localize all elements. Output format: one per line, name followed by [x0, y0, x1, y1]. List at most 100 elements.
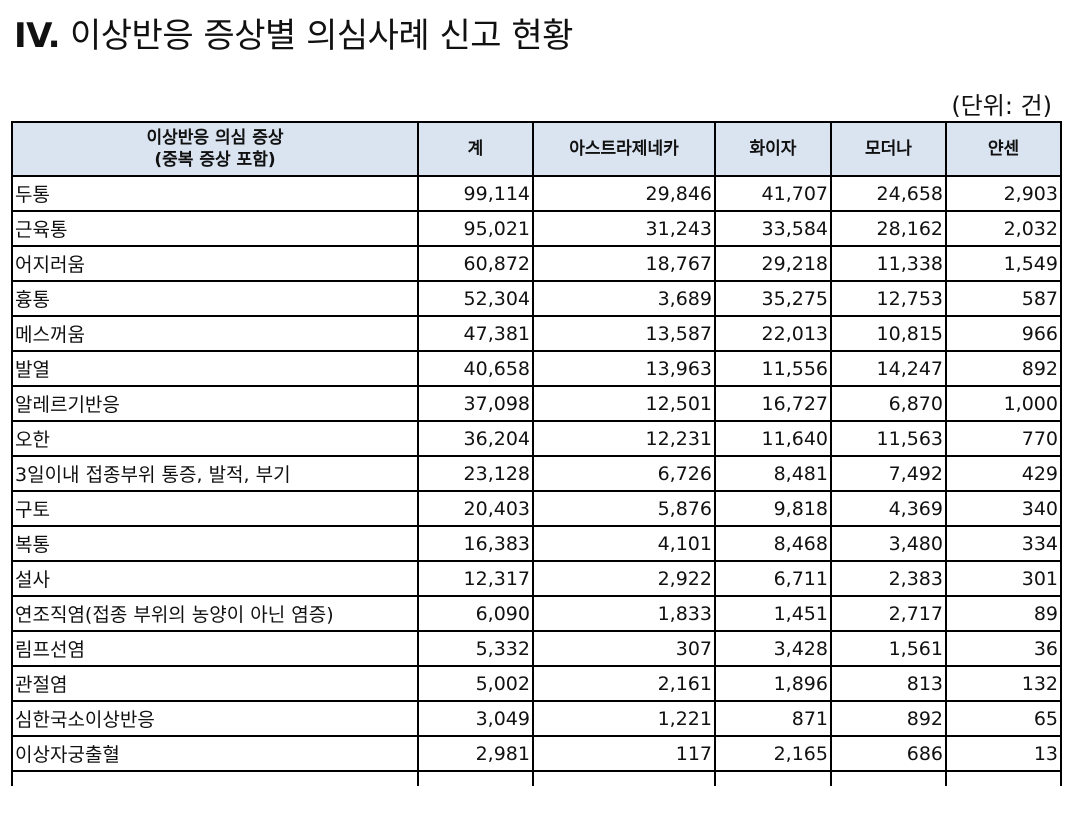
cell-pfizer: 1,451 [714, 595, 832, 632]
cell-symptom: 알레르기반응 [11, 385, 419, 422]
cell-janssen: 13 [945, 735, 1062, 772]
cell-pfizer: 3,428 [714, 630, 832, 667]
cell-pfizer: 871 [714, 700, 832, 737]
cell-moderna: 11,338 [830, 245, 947, 282]
cell-janssen: 770 [945, 420, 1062, 457]
table-row: 설사 12,317 2,922 6,711 2,383 301 [11, 560, 1062, 597]
table-row-partial [11, 770, 1062, 786]
cell-moderna: 6,870 [830, 385, 947, 422]
table-row: 구토 20,403 5,876 9,818 4,369 340 [11, 490, 1062, 527]
cell-moderna: 2,383 [830, 560, 947, 597]
table-row: 근육통 95,021 31,243 33,584 28,162 2,032 [11, 210, 1062, 247]
header-moderna: 모더나 [830, 121, 947, 177]
cell-moderna: 24,658 [830, 175, 947, 212]
cell-total: 37,098 [417, 385, 534, 422]
cell-total: 36,204 [417, 420, 534, 457]
cell-janssen: 1,549 [945, 245, 1062, 282]
cell-symptom: 이상자궁출혈 [11, 735, 419, 772]
cell-pfizer: 6,711 [714, 560, 832, 597]
cell-pfizer: 1,896 [714, 665, 832, 702]
cell-moderna: 686 [830, 735, 947, 772]
table-row: 림프선염 5,332 307 3,428 1,561 36 [11, 630, 1062, 667]
cell-pfizer: 33,584 [714, 210, 832, 247]
cell-astrazeneca: 307 [532, 630, 716, 667]
table-row: 발열 40,658 13,963 11,556 14,247 892 [11, 350, 1062, 387]
cell-moderna: 28,162 [830, 210, 947, 247]
cell-symptom: 발열 [11, 350, 419, 387]
cell-total: 16,383 [417, 525, 534, 562]
unit-label: (단위: 건) [951, 92, 1052, 120]
header-symptom-line1: 이상반응 의심 증상 [146, 128, 284, 148]
cell-moderna: 12,753 [830, 280, 947, 317]
cell-astrazeneca: 29,846 [532, 175, 716, 212]
cell-astrazeneca: 4,101 [532, 525, 716, 562]
cell-symptom: 어지러움 [11, 245, 419, 282]
cell-moderna: 3,480 [830, 525, 947, 562]
table-row: 오한 36,204 12,231 11,640 11,563 770 [11, 420, 1062, 457]
cell-total: 5,332 [417, 630, 534, 667]
table-row: 관절염 5,002 2,161 1,896 813 132 [11, 665, 1062, 702]
cell-symptom: 설사 [11, 560, 419, 597]
cell-total: 95,021 [417, 210, 534, 247]
cell-moderna: 1,561 [830, 630, 947, 667]
table-row: 어지러움 60,872 18,767 29,218 11,338 1,549 [11, 245, 1062, 282]
cell-total: 23,128 [417, 455, 534, 492]
cell-total: 47,381 [417, 315, 534, 352]
cell-janssen: 2,032 [945, 210, 1062, 247]
cell-astrazeneca: 12,501 [532, 385, 716, 422]
cell-pfizer: 35,275 [714, 280, 832, 317]
cell-astrazeneca: 117 [532, 735, 716, 772]
cell-janssen: 429 [945, 455, 1062, 492]
header-total: 계 [417, 121, 534, 177]
table-row: 연조직염(접종 부위의 농양이 아닌 염증) 6,090 1,833 1,451 2,7… [11, 595, 1062, 632]
cell-total: 3,049 [417, 700, 534, 737]
title-number: IV. [14, 16, 61, 56]
cell-symptom: 오한 [11, 420, 419, 457]
cell-moderna: 4,369 [830, 490, 947, 527]
cell-total: 99,114 [417, 175, 534, 212]
cell-janssen: 334 [945, 525, 1062, 562]
cell-total: 40,658 [417, 350, 534, 387]
table-row: 메스꺼움 47,381 13,587 22,013 10,815 966 [11, 315, 1062, 352]
cell-symptom: 관절염 [11, 665, 419, 702]
cell-janssen: 966 [945, 315, 1062, 352]
header-row: 이상반응 의심 증상 (중복 증상 포함) 계 아스트라제네카 화이자 모더나 … [11, 121, 1062, 177]
cell-pfizer: 41,707 [714, 175, 832, 212]
cell-symptom: 복통 [11, 525, 419, 562]
cell-total: 6,090 [417, 595, 534, 632]
header-janssen: 얀센 [945, 121, 1062, 177]
cell-janssen: 892 [945, 350, 1062, 387]
cell-janssen: 1,000 [945, 385, 1062, 422]
cell-pfizer: 29,218 [714, 245, 832, 282]
cell-pfizer: 16,727 [714, 385, 832, 422]
cell-symptom: 두통 [11, 175, 419, 212]
title-text: 이상반응 증상별 의심사례 신고 현황 [70, 16, 573, 56]
cell-symptom: 림프선염 [11, 630, 419, 667]
cell-astrazeneca: 31,243 [532, 210, 716, 247]
header-symptom: 이상반응 의심 증상 (중복 증상 포함) [11, 121, 419, 177]
cell-astrazeneca: 2,922 [532, 560, 716, 597]
cell-total: 60,872 [417, 245, 534, 282]
cell-symptom: 구토 [11, 490, 419, 527]
cell-moderna: 892 [830, 700, 947, 737]
cell-astrazeneca: 13,963 [532, 350, 716, 387]
cell-moderna: 10,815 [830, 315, 947, 352]
cell-moderna: 813 [830, 665, 947, 702]
cell-total: 5,002 [417, 665, 534, 702]
cell-total: 20,403 [417, 490, 534, 527]
symptom-table: 이상반응 의심 증상 (중복 증상 포함) 계 아스트라제네카 화이자 모더나 … [11, 121, 1062, 786]
cell-janssen: 2,903 [945, 175, 1062, 212]
table-row: 흉통 52,304 3,689 35,275 12,753 587 [11, 280, 1062, 317]
cell-janssen: 301 [945, 560, 1062, 597]
page-title: IV. 이상반응 증상별 의심사례 신고 현황 [14, 8, 573, 57]
cell-astrazeneca: 18,767 [532, 245, 716, 282]
cell-moderna: 14,247 [830, 350, 947, 387]
table-row: 복통 16,383 4,101 8,468 3,480 334 [11, 525, 1062, 562]
cell-janssen: 36 [945, 630, 1062, 667]
table-row: 이상자궁출혈 2,981 117 2,165 686 13 [11, 735, 1062, 772]
cell-total: 2,981 [417, 735, 534, 772]
header-astrazeneca: 아스트라제네카 [532, 121, 716, 177]
cell-pfizer: 11,556 [714, 350, 832, 387]
cell-total: 52,304 [417, 280, 534, 317]
cell-pfizer: 9,818 [714, 490, 832, 527]
